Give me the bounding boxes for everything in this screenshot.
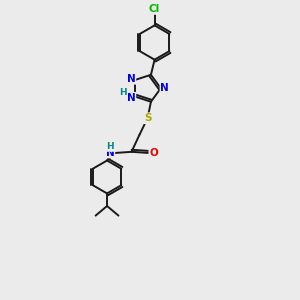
Text: Cl: Cl xyxy=(149,4,160,14)
Text: H: H xyxy=(106,142,114,151)
Text: S: S xyxy=(144,113,151,123)
Text: N: N xyxy=(160,83,169,93)
Text: N: N xyxy=(106,148,114,158)
Text: O: O xyxy=(149,148,158,158)
Text: N: N xyxy=(127,93,135,103)
Text: H: H xyxy=(119,88,127,97)
Text: N: N xyxy=(127,74,135,84)
